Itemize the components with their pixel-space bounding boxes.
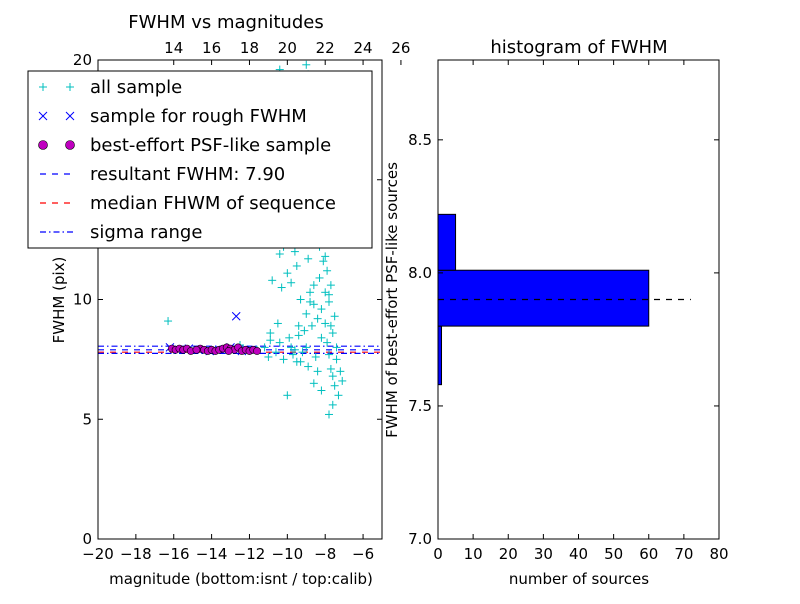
- legend-marker-b-2: [65, 140, 75, 150]
- scatter-panel: FWHM vs magnitudes −20 −18 −16 −14 −12 −10 −8−…: [27, 12, 411, 588]
- scatter-ytick-label-0: 0: [82, 530, 92, 548]
- histogram-bar-2: [437, 213, 457, 271]
- scatter-axes-frame: [97, 59, 383, 540]
- scatter-toptick-label-0: 14: [164, 39, 183, 57]
- histogram-xtick-label-6: 60: [639, 545, 658, 563]
- legend-item-4: median FHWM of sequence: [40, 193, 336, 214]
- series-1-point-0-b: [231, 311, 241, 321]
- legend-label-4: median FHWM of sequence: [90, 193, 336, 214]
- legend-item-5: sigma range: [40, 222, 202, 243]
- scatter-xlabel: magnitude (bottom:isnt / top:calib): [109, 570, 373, 588]
- histogram-xtick-label-0: 0: [433, 545, 443, 563]
- histogram-panel: histogram of FWHM 0 10 20 30 40 50 60 70 80 7.0 7.…: [383, 37, 729, 588]
- histogram-title: histogram of FWHM: [490, 37, 667, 58]
- legend-label-0: all sample: [90, 77, 182, 98]
- histogram-ytick-label-3: 8.5: [408, 131, 432, 149]
- histogram-ytick-label-0: 7.0: [408, 530, 432, 548]
- histogram-bar-1: [437, 269, 650, 327]
- scatter-ticks: −20−18−16−14−12−10−8−6051015201416182022…: [73, 39, 411, 563]
- scatter-xtick-label-3: −14: [196, 545, 228, 563]
- histogram-bar-0: [437, 325, 443, 386]
- legend-marker-a-1-b: [38, 111, 48, 121]
- legend: all sample sample for rough FWHM best-effo…: [27, 70, 373, 249]
- legend-item-3: resultant FWHM: 7.90: [40, 164, 285, 185]
- histogram-xtick-label-3: 30: [534, 545, 553, 563]
- scatter-xtick-label-0: −20: [82, 545, 114, 563]
- scatter-ylabel: FWHM (pix): [50, 257, 68, 344]
- scatter-xtick-label-6: −8: [314, 545, 336, 563]
- histogram-xtick-label-8: 80: [709, 545, 728, 563]
- scatter-title: FWHM vs magnitudes: [128, 12, 323, 33]
- scatter-toptick-label-2: 18: [240, 39, 259, 57]
- histogram-axes-frame: [437, 59, 720, 540]
- scatter-xtick-label-2: −16: [158, 545, 190, 563]
- legend-label-1: sample for rough FWHM: [90, 106, 307, 127]
- histogram-xtick-label-4: 40: [569, 545, 588, 563]
- histogram-xtick-label-5: 50: [604, 545, 623, 563]
- scatter-toptick-label-1: 16: [202, 39, 221, 57]
- scatter-toptick-label-5: 24: [354, 39, 373, 57]
- histogram-xtick-label-7: 70: [674, 545, 693, 563]
- legend-box: [27, 70, 373, 249]
- series-2-point-22: [224, 347, 233, 355]
- legend-label-5: sigma range: [90, 222, 202, 243]
- scatter-toptick-label-3: 20: [278, 39, 297, 57]
- scatter-ytick-label-1: 5: [82, 410, 92, 428]
- histogram-ytick-label-1: 7.5: [408, 397, 432, 415]
- scatter-xtick-label-7: −6: [352, 545, 374, 563]
- histogram-xtick-label-2: 20: [499, 545, 518, 563]
- scatter-ytick-label-4: 20: [73, 51, 92, 69]
- histogram-ylabel: FWHM of best-effort PSF-like sources: [383, 162, 401, 438]
- scatter-xtick-label-4: −12: [234, 545, 266, 563]
- scatter-ytick-label-2: 10: [73, 291, 92, 309]
- histogram-xtick-label-1: 10: [464, 545, 483, 563]
- histogram-ticks: 0 10 20 30 40 50 60 70 80 7.0 7.5 8.0 8.5: [408, 60, 729, 563]
- legend-label-2: best-effort PSF-like sample: [90, 135, 331, 156]
- legend-label-3: resultant FWHM: 7.90: [90, 164, 285, 185]
- scatter-xtick-label-5: −10: [272, 545, 304, 563]
- legend-item-0: all sample: [39, 77, 182, 98]
- scatter-toptick-label-4: 22: [316, 39, 335, 57]
- series-2-point-21: [253, 347, 261, 355]
- legend-item-1: sample for rough FWHM: [38, 106, 307, 127]
- series-2-point-23: [192, 345, 201, 354]
- scatter-toptick-label-6: 26: [391, 39, 410, 57]
- legend-marker-a-2: [38, 140, 48, 150]
- legend-item-2: best-effort PSF-like sample: [38, 135, 331, 156]
- legend-marker-b-1-b: [65, 111, 75, 121]
- histogram-xlabel: number of sources: [509, 570, 649, 588]
- histogram-ytick-label-2: 8.0: [408, 264, 432, 282]
- scatter-xtick-label-1: −18: [120, 545, 152, 563]
